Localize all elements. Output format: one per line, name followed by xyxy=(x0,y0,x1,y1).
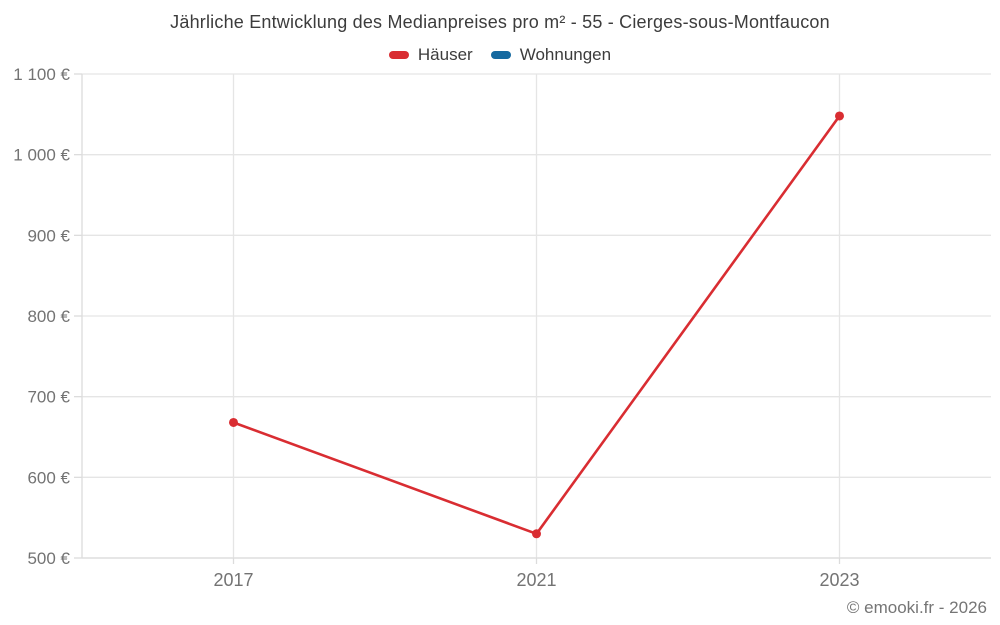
data-point[interactable] xyxy=(835,111,844,121)
y-tick-label: 500 € xyxy=(27,549,70,568)
haeuser-series-swatch xyxy=(388,51,409,59)
legend-item-haeuser[interactable]: Häuser xyxy=(388,45,473,65)
y-tick-label: 1 100 € xyxy=(13,65,70,84)
copyright-watermark: © emooki.fr - 2026 xyxy=(846,598,987,617)
y-tick-label: 600 € xyxy=(27,468,70,487)
legend-label-haeuser: Häuser xyxy=(417,45,473,64)
legend: Häuser Wohnungen xyxy=(0,45,1000,65)
x-tick-label: 2023 xyxy=(819,570,859,590)
data-point[interactable] xyxy=(229,417,238,427)
x-tick-label: 2017 xyxy=(213,570,253,590)
y-tick-label: 900 € xyxy=(27,226,70,245)
chart-title: Jährliche Entwicklung des Medianpreises … xyxy=(170,12,830,32)
x-tick-label: 2021 xyxy=(516,570,556,590)
wohnungen-series-swatch xyxy=(490,51,511,59)
legend-item-wohnungen[interactable]: Wohnungen xyxy=(490,45,612,65)
legend-label-wohnungen: Wohnungen xyxy=(519,45,612,64)
y-tick-label: 800 € xyxy=(27,307,70,326)
data-point[interactable] xyxy=(532,529,541,539)
y-tick-label: 700 € xyxy=(27,388,70,407)
y-tick-label: 1 000 € xyxy=(13,146,70,165)
